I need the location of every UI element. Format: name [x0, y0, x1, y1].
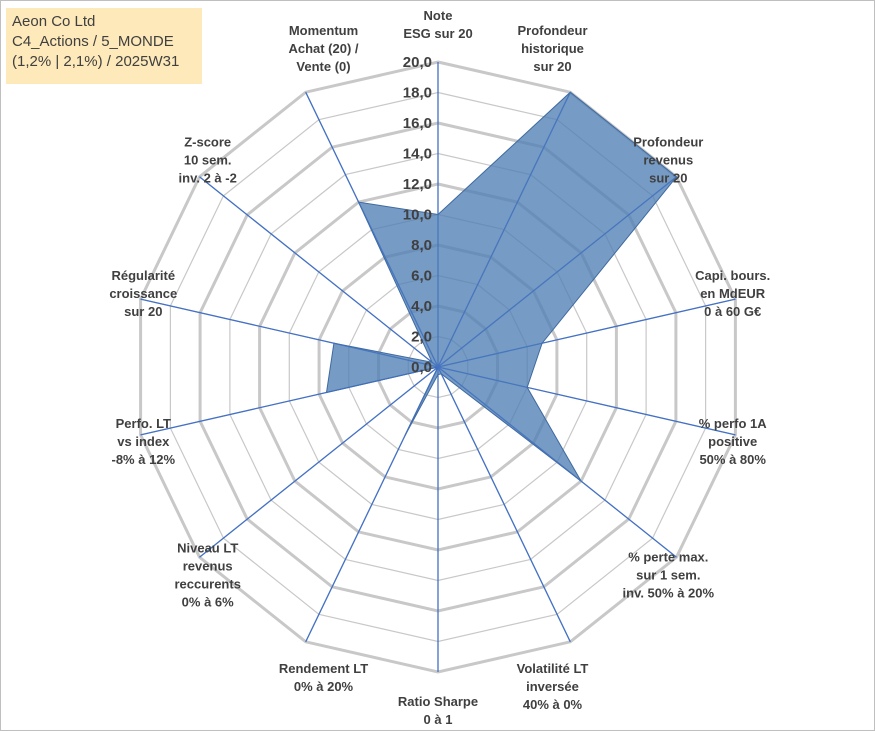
tick-label: 2,0 [411, 329, 432, 346]
axis-label-line: sur 20 [124, 304, 162, 319]
axis-label-line: 50% à 80% [699, 452, 766, 467]
axis-label-line: 0 à 60 G€ [704, 304, 761, 319]
axis-label-line: en MdEUR [700, 286, 766, 301]
axis-label-line: Profondeur [633, 134, 703, 149]
axis-label-line: historique [521, 41, 584, 56]
axis-spoke-overlay [305, 91, 439, 368]
tick-label: 20,0 [403, 54, 432, 71]
axis-label: Rendement LT 0% à 20% [279, 661, 368, 694]
axis-label-line: inversée [526, 679, 579, 694]
axis-label-line: inv. 50% à 20% [623, 586, 715, 601]
axis-label-line: croissance [109, 286, 177, 301]
title-category: C4_Actions / 5_MONDE [12, 33, 174, 50]
axis-label: Note ESG sur 20 [403, 8, 472, 41]
axis-label-line: Vente (0) [296, 59, 350, 74]
data-area [325, 91, 678, 482]
axis-label: Momentum Achat (20) / Vente (0) [288, 23, 358, 74]
axis-label-line: Perfo. LT [116, 416, 171, 431]
tick-label: 10,0 [403, 207, 432, 224]
axis-label: Ratio Sharpe 0 à 1 [398, 694, 478, 727]
axis-label-line: % perte max. [628, 550, 708, 565]
tick-label: 14,0 [403, 146, 432, 163]
axis-label-line: 0 à 1 [424, 712, 453, 727]
axis-label-line: % perfo 1A [699, 416, 768, 431]
axis-label: Régularité croissance sur 20 [109, 268, 177, 319]
axis-label-line: sur 1 sem. [636, 568, 700, 583]
axis-label: % perte max. sur 1 sem. inv. 50% à 20% [623, 550, 715, 601]
axis-label-line: Achat (20) / [288, 41, 358, 56]
axis-label-line: positive [708, 434, 757, 449]
axis-label-line: Z-score [184, 134, 231, 149]
axis-spoke-overlay [437, 366, 736, 436]
axis-label-line: -8% à 12% [112, 452, 176, 467]
axis-label-line: sur 20 [649, 170, 687, 185]
axis-label-line: ESG sur 20 [403, 26, 472, 41]
axis-label: Perfo. LT vs index -8% à 12% [112, 416, 176, 467]
axis-label: Capi. bours. en MdEUR 0 à 60 G€ [695, 268, 770, 319]
axis-spoke-overlay [140, 366, 439, 436]
axis-label: Profondeur revenus sur 20 [633, 134, 703, 185]
axis-spoke-overlay [437, 91, 571, 368]
axis-label-line: Profondeur [517, 23, 587, 38]
axis-spoke-overlay [437, 298, 736, 368]
axis-label: % perfo 1A positive 50% à 80% [699, 416, 768, 467]
axis-spoke-overlay [199, 176, 439, 368]
axis-label-line: Momentum [289, 23, 358, 38]
axis-label-line: inv. 2 à -2 [179, 170, 237, 185]
axis-label-line: reccurents [174, 577, 240, 592]
tick-label: 6,0 [411, 268, 432, 285]
tick-label: 16,0 [403, 115, 432, 132]
axis-spoke-overlay [437, 366, 571, 643]
axis-label-line: Capi. bours. [695, 268, 770, 283]
axis-spoke-overlay [199, 366, 439, 558]
tick-label: 8,0 [411, 237, 432, 254]
axis-label-line: revenus [643, 152, 693, 167]
axis-label: Niveau LT revenus reccurents 0% à 6% [174, 541, 240, 610]
axis-spoke-overlay [437, 366, 677, 558]
axis-label-line: Rendement LT [279, 661, 368, 676]
axis-spoke-overlay [305, 366, 439, 643]
axis-label-line: Note [424, 8, 453, 23]
axis-label-line: 0% à 6% [182, 595, 234, 610]
title-period: (1,2% | 2,1%) / 2025W31 [12, 53, 180, 70]
title-box: Aeon Co Ltd C4_Actions / 5_MONDE (1,2% |… [6, 8, 202, 84]
axis-label-line: Volatilité LT [517, 661, 589, 676]
axis-label-line: 0% à 20% [294, 679, 354, 694]
axis-label: Profondeur historique sur 20 [517, 23, 587, 74]
axis-spoke-overlay [140, 298, 439, 368]
tick-label: 4,0 [411, 298, 432, 315]
axis-label-line: Ratio Sharpe [398, 694, 478, 709]
tick-label: 12,0 [403, 176, 432, 193]
axis-label-line: 10 sem. [184, 152, 232, 167]
axis-label-line: revenus [183, 559, 233, 574]
axis-spoke-overlay [437, 176, 677, 368]
axis-label-line: 40% à 0% [523, 697, 583, 712]
axis-label-line: Régularité [112, 268, 176, 283]
tick-label: 0,0 [411, 359, 432, 376]
tick-label: 18,0 [403, 85, 432, 102]
title-company: Aeon Co Ltd [12, 13, 96, 30]
axis-label: Z-score 10 sem. inv. 2 à -2 [179, 134, 237, 185]
axis-label: Volatilité LT inversée 40% à 0% [517, 661, 589, 712]
axis-label-line: Niveau LT [177, 541, 238, 556]
axis-label-line: vs index [117, 434, 170, 449]
axis-label-line: sur 20 [533, 59, 571, 74]
